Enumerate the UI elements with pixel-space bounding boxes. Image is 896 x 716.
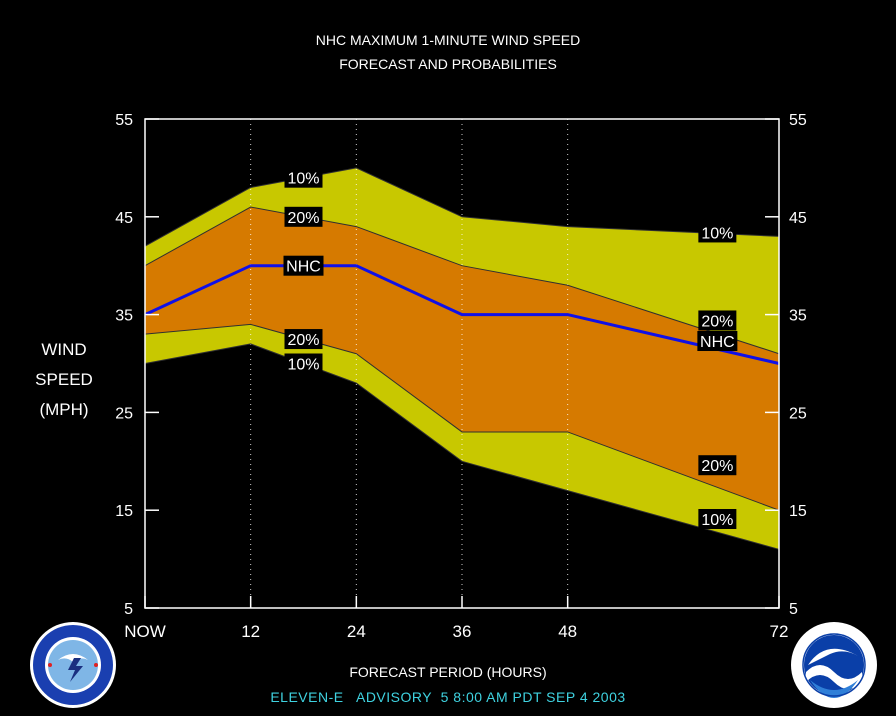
y-tick-label-right-5: 5 [789,601,798,618]
ylabel-line2: SPEED [35,370,93,389]
y-tick-label-right-35: 35 [789,308,807,325]
y-tick-label-left-15: 15 [115,503,133,520]
data-label-7: NHC [700,334,735,351]
data-label-3: 20% [287,332,319,349]
data-label-box-6 [698,310,737,331]
x-tick-label-NOW: NOW [124,622,166,641]
y-tick-label-left-25: 25 [115,405,133,422]
data-label-5: 10% [701,225,733,242]
y-tick-label-left-5: 5 [124,601,133,618]
ylabel-line1: WIND [41,340,87,359]
data-label-2: NHC [286,259,321,276]
y-tick-label-left-35: 35 [115,308,133,325]
y-tick-label-right-15: 15 [789,503,807,520]
y-tick-label-left-45: 45 [115,210,133,227]
data-label-6: 20% [701,313,733,330]
x-tick-label-48: 48 [558,622,577,641]
x-tick-label-72: 72 [770,622,789,641]
y-tick-label-right-55: 55 [789,112,807,129]
noaa-logo [791,622,877,708]
y-tick-label-right-25: 25 [789,405,807,422]
y-tick-label-left-55: 55 [115,112,133,129]
data-label-box-1 [284,206,323,227]
data-label-box-8 [698,455,737,476]
series-line-nhc [144,264,780,365]
band-20-percent [145,207,779,511]
x-tick-label-12: 12 [241,622,260,641]
series-line-3 [144,323,780,511]
data-label-box-9 [698,509,737,530]
data-label-9: 10% [701,512,733,529]
data-label-1: 20% [287,210,319,227]
x-tick-label-24: 24 [347,622,366,641]
data-label-box-7 [697,331,738,352]
data-label-8: 20% [701,458,733,475]
series-line-4 [144,343,780,550]
data-label-box-2 [283,255,324,276]
y-tick-label-right-45: 45 [789,210,807,227]
data-label-box-3 [284,329,323,350]
data-label-box-5 [698,222,737,243]
x-tick-label-36: 36 [453,622,472,641]
data-label-0: 10% [287,171,319,188]
nws-logo [30,622,116,708]
series-line-0 [144,167,780,247]
data-label-box-4 [284,353,323,374]
ylabel-line3: (MPH) [39,400,89,419]
chart-title-line2: FORECAST AND PROBABILITIES [339,56,557,72]
advisory-text: ELEVEN-E ADVISORY 5 8:00 AM PDT SEP 4 20… [270,689,626,705]
data-label-box-0 [284,167,323,188]
data-label-4: 10% [287,357,319,374]
series-line-1 [144,206,780,355]
x-axis-label: FORECAST PERIOD (HOURS) [349,664,547,680]
chart-title-line1: NHC MAXIMUM 1-MINUTE WIND SPEED [315,32,581,48]
